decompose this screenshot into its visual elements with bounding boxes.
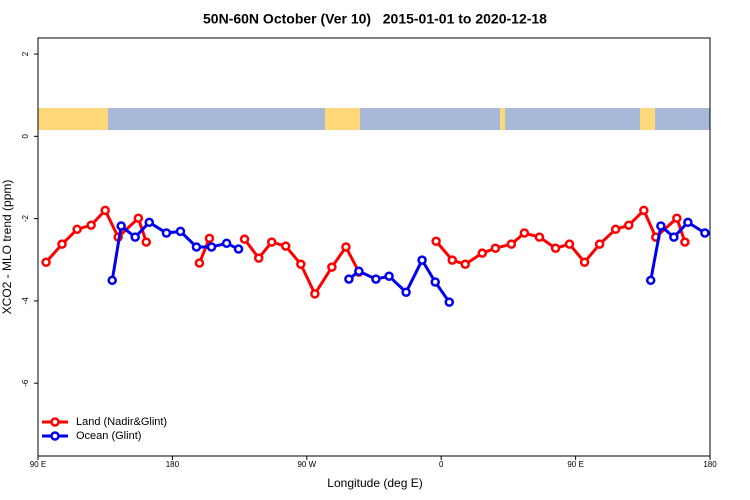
- data-point: [161, 228, 172, 238]
- data-point: [175, 226, 186, 237]
- data-point: [116, 221, 126, 231]
- data-point: [194, 258, 205, 268]
- data-point: [344, 274, 354, 284]
- x-tick-label: 90 W: [297, 460, 316, 469]
- y-tick-label: 2: [21, 51, 30, 56]
- data-point: [86, 220, 96, 230]
- data-point: [594, 239, 605, 249]
- data-point: [645, 275, 656, 286]
- data-point: [204, 233, 215, 244]
- data-point: [680, 237, 690, 247]
- data-point: [107, 275, 117, 286]
- data-point: [310, 289, 320, 299]
- data-point: [384, 271, 394, 281]
- data-point: [253, 253, 264, 263]
- plot-frame: [37, 37, 711, 457]
- data-point: [401, 287, 411, 298]
- data-point: [100, 205, 110, 216]
- data-point: [72, 224, 82, 235]
- data-point: [57, 239, 67, 249]
- series-line: [44, 207, 687, 297]
- data-point: [417, 255, 427, 265]
- x-tick-label: 90 E: [567, 460, 583, 469]
- data-point: [534, 232, 545, 242]
- x-tick-label: 180: [166, 460, 180, 469]
- data-point: [519, 228, 530, 238]
- data-point: [431, 236, 441, 246]
- legend-marker: [50, 431, 60, 441]
- data-point: [672, 213, 682, 223]
- data-point: [564, 239, 575, 249]
- data-point: [460, 259, 470, 270]
- data-point: [506, 239, 517, 249]
- data-point: [700, 228, 710, 238]
- data-point: [447, 255, 458, 265]
- chart-title: 50N-60N October (Ver 10) 2015-01-01 to 2…: [203, 11, 547, 27]
- legend-label: Land (Nadir&Glint): [76, 416, 167, 428]
- data-point: [354, 266, 364, 277]
- data-point: [430, 277, 440, 287]
- data-point: [191, 242, 202, 252]
- data-point: [141, 237, 152, 247]
- data-point: [371, 274, 381, 284]
- y-tick-label: -6: [21, 379, 30, 387]
- data-point: [477, 248, 488, 258]
- y-tick-label: 0: [21, 134, 30, 139]
- data-point: [296, 259, 306, 270]
- legend-marker: [50, 417, 60, 427]
- data-point: [144, 217, 155, 228]
- data-point: [669, 232, 679, 242]
- data-point: [550, 243, 561, 253]
- data-point: [341, 242, 351, 252]
- data-point: [579, 257, 590, 267]
- data-point: [239, 234, 250, 244]
- data-point: [206, 242, 217, 252]
- data-point: [656, 221, 666, 231]
- data-point: [444, 297, 455, 307]
- data-point: [327, 262, 337, 272]
- legend-label: Ocean (Glint): [76, 430, 141, 442]
- x-axis-label: Longitude (deg E): [327, 476, 422, 490]
- data-point: [624, 220, 634, 230]
- data-point: [610, 224, 621, 235]
- x-tick-label: 180: [703, 460, 717, 469]
- data-point: [233, 244, 244, 254]
- data-point: [280, 241, 291, 251]
- data-point: [266, 237, 277, 247]
- map-band: [38, 108, 710, 130]
- data-point: [41, 257, 51, 267]
- data-point: [683, 217, 693, 228]
- data-point: [221, 238, 232, 249]
- data-point: [133, 213, 144, 223]
- y-axis-label: XCO2 - MLO trend (ppm): [0, 180, 14, 315]
- data-point: [130, 232, 140, 242]
- data-point: [639, 205, 649, 216]
- data-point: [490, 243, 501, 253]
- y-tick-label: -2: [21, 215, 30, 223]
- x-tick-label: 0: [439, 460, 444, 469]
- x-tick-label: 90 E: [30, 460, 46, 469]
- y-tick-label: -4: [21, 297, 30, 305]
